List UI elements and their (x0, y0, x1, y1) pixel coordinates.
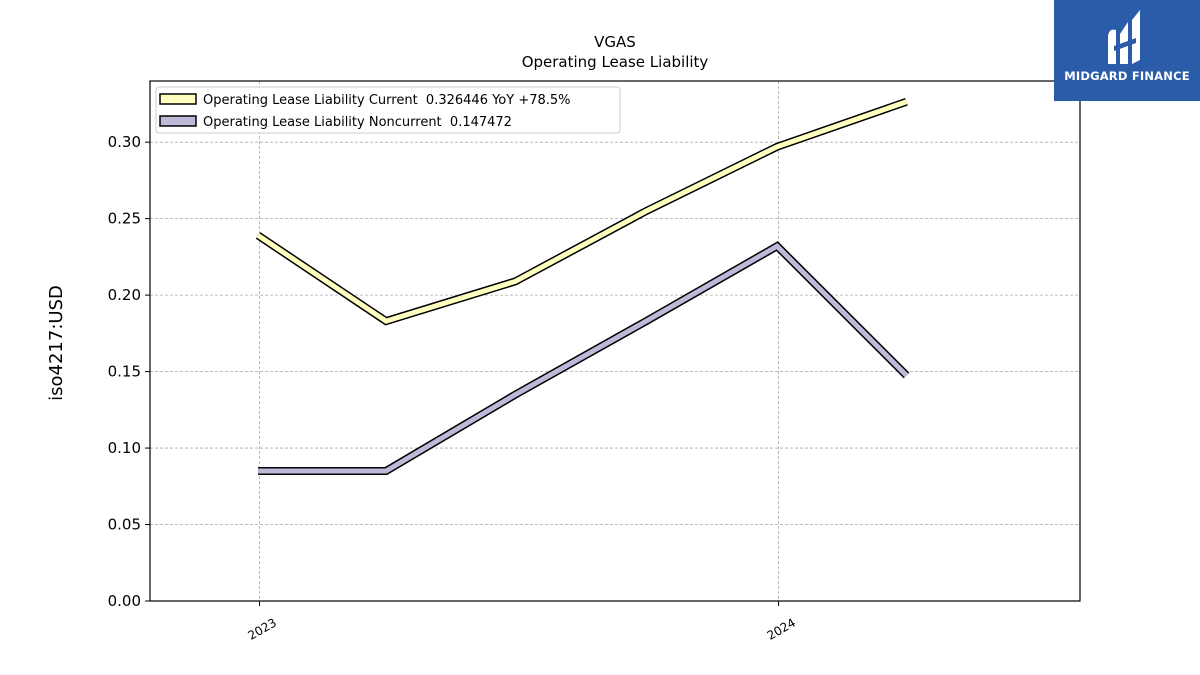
y-tick-label: 0.00 (108, 592, 141, 610)
legend-swatch-noncurrent (159, 115, 197, 127)
y-tick-label: 0.20 (108, 286, 141, 304)
x-tick-label: 2023 (246, 615, 279, 642)
y-tick-label: 0.05 (108, 516, 141, 534)
chart-subtitle: Operating Lease Liability (522, 53, 709, 71)
series-line-0 (256, 99, 908, 324)
chart-title: VGAS (594, 33, 636, 51)
y-axis: 0.00 0.05 0.10 0.15 0.20 0.25 0.30 (108, 133, 150, 610)
y-axis-label: iso4217:USD (46, 285, 67, 401)
midgard-finance-logo: MIDGARD FINANCE (1054, 0, 1200, 101)
y-tick-label: 0.10 (108, 439, 141, 457)
legend: Operating Lease Liability Current 0.3264… (155, 86, 621, 134)
plot-frame (149, 80, 1081, 602)
logo-mark-icon (1108, 10, 1140, 64)
legend-swatch-current (159, 93, 197, 105)
y-tick-label: 0.15 (108, 363, 141, 381)
logo-text: MIDGARD FINANCE (1064, 69, 1190, 83)
legend-box (155, 86, 621, 134)
x-axis: 2023 2024 (246, 601, 798, 643)
grid (150, 81, 1080, 601)
legend-label-noncurrent: Operating Lease Liability Noncurrent 0.1… (203, 115, 512, 130)
series-lines (255, 97, 910, 475)
y-tick-label: 0.30 (108, 133, 141, 151)
y-tick-label: 0.25 (108, 210, 141, 228)
series-line-1 (258, 243, 909, 474)
legend-label-current: Operating Lease Liability Current 0.3264… (203, 93, 571, 108)
x-tick-label: 2024 (765, 615, 798, 642)
